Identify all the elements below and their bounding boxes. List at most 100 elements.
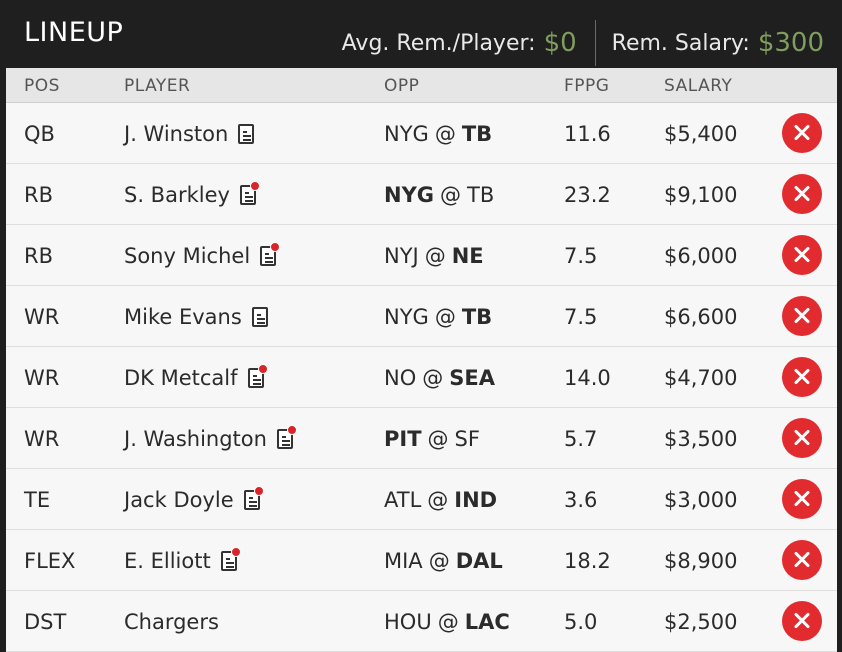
remaining-salary-value: $300 xyxy=(757,28,824,58)
player-name[interactable]: S. Barkley xyxy=(124,183,230,207)
table-row[interactable]: RB Sony Michel NYJ @ NE 7.5 $6,000 xyxy=(6,225,837,286)
player-position: TE xyxy=(24,488,51,512)
remove-player-icon[interactable] xyxy=(782,540,822,580)
home-team: DAL xyxy=(455,549,503,573)
home-team: NE xyxy=(451,244,484,268)
away-team: MIA xyxy=(384,549,423,573)
player-salary: $3,000 xyxy=(664,488,738,512)
away-team: PIT xyxy=(384,427,422,451)
opponent-matchup: NO @ SEA xyxy=(384,366,495,390)
player-cell: Jack Doyle xyxy=(124,486,264,512)
player-salary: $9,100 xyxy=(664,183,738,207)
away-team: NYG xyxy=(384,305,429,329)
table-row[interactable]: DST Chargers HOU @ LAC 5.0 $2,500 xyxy=(6,591,837,652)
at-symbol: @ xyxy=(434,305,456,329)
avg-remaining-value: $0 xyxy=(543,28,577,58)
player-name[interactable]: Jack Doyle xyxy=(124,488,234,512)
player-salary: $5,400 xyxy=(664,122,738,146)
player-name[interactable]: Sony Michel xyxy=(124,244,251,268)
remove-player-icon[interactable] xyxy=(782,174,822,214)
player-position: WR xyxy=(24,427,60,451)
player-name[interactable]: Chargers xyxy=(124,610,219,634)
table-row[interactable]: WR J. Washington PIT @ SF 5.7 $3,500 xyxy=(6,408,837,469)
col-header-opp[interactable]: OPP xyxy=(384,76,420,96)
remove-player-icon[interactable] xyxy=(782,113,822,153)
player-salary: $8,900 xyxy=(664,549,738,573)
col-header-pos[interactable]: POS xyxy=(24,76,60,96)
player-news-icon[interactable] xyxy=(243,486,264,510)
table-row[interactable]: FLEX E. Elliott MIA @ DAL 18.2 $8,900 xyxy=(6,530,837,591)
player-news-icon[interactable] xyxy=(251,307,268,327)
news-alert-dot-icon xyxy=(270,242,281,252)
player-salary: $2,500 xyxy=(664,610,738,634)
player-cell: S. Barkley xyxy=(124,181,260,207)
player-position: DST xyxy=(24,610,67,634)
opponent-matchup: PIT @ SF xyxy=(384,427,480,451)
home-team: TB xyxy=(467,183,495,207)
table-header: POS PLAYER OPP FPPG SALARY xyxy=(6,68,837,103)
player-cell: J. Washington xyxy=(124,425,297,451)
player-fppg: 7.5 xyxy=(564,305,598,329)
player-cell: Sony Michel xyxy=(124,242,281,268)
player-name[interactable]: J. Winston xyxy=(124,122,229,146)
player-news-icon[interactable] xyxy=(276,425,297,449)
table-row[interactable]: TE Jack Doyle ATL @ IND 3.6 $3,000 xyxy=(6,469,837,530)
remove-player-icon[interactable] xyxy=(782,418,822,458)
player-fppg: 18.2 xyxy=(564,549,611,573)
lineup-table: POS PLAYER OPP FPPG SALARY QB J. Winston N… xyxy=(6,68,837,652)
player-name[interactable]: J. Washington xyxy=(124,427,267,451)
player-salary: $4,700 xyxy=(664,366,738,390)
player-fppg: 11.6 xyxy=(564,122,611,146)
player-position: RB xyxy=(24,183,53,207)
player-fppg: 14.0 xyxy=(564,366,611,390)
player-name[interactable]: Mike Evans xyxy=(124,305,242,329)
player-name[interactable]: E. Elliott xyxy=(124,549,211,573)
player-fppg: 5.0 xyxy=(564,610,598,634)
at-symbol: @ xyxy=(440,183,462,207)
news-alert-dot-icon xyxy=(257,364,268,374)
player-news-icon[interactable] xyxy=(247,364,268,388)
table-row[interactable]: QB J. Winston NYG @ TB 11.6 $5,400 xyxy=(6,103,837,164)
player-news-icon[interactable] xyxy=(238,124,255,144)
player-name[interactable]: DK Metcalf xyxy=(124,366,238,390)
at-symbol: @ xyxy=(422,366,444,390)
away-team: ATL xyxy=(384,488,422,512)
remove-player-icon[interactable] xyxy=(782,357,822,397)
player-fppg: 3.6 xyxy=(564,488,598,512)
player-news-icon[interactable] xyxy=(220,547,241,571)
player-fppg: 5.7 xyxy=(564,427,598,451)
news-alert-dot-icon xyxy=(249,181,260,191)
away-team: NYG xyxy=(384,183,435,207)
home-team: SF xyxy=(454,427,480,451)
news-alert-dot-icon xyxy=(253,486,264,496)
table-row[interactable]: WR DK Metcalf NO @ SEA 14.0 $4,700 xyxy=(6,347,837,408)
col-header-fppg[interactable]: FPPG xyxy=(564,76,610,96)
remove-player-icon[interactable] xyxy=(782,601,822,641)
home-team: TB xyxy=(461,305,493,329)
player-news-icon[interactable] xyxy=(239,181,260,205)
opponent-matchup: NYJ @ NE xyxy=(384,244,484,268)
player-salary: $6,600 xyxy=(664,305,738,329)
player-cell: E. Elliott xyxy=(124,547,241,573)
opponent-matchup: NYG @ TB xyxy=(384,183,494,207)
remove-player-icon[interactable] xyxy=(782,479,822,519)
player-news-icon[interactable] xyxy=(260,242,281,266)
away-team: NYG xyxy=(384,122,429,146)
player-salary: $6,000 xyxy=(664,244,738,268)
col-header-player[interactable]: PLAYER xyxy=(124,76,191,96)
player-fppg: 23.2 xyxy=(564,183,611,207)
remove-player-icon[interactable] xyxy=(782,235,822,275)
player-position: RB xyxy=(24,244,53,268)
col-header-salary[interactable]: SALARY xyxy=(664,76,733,96)
remove-player-icon[interactable] xyxy=(782,296,822,336)
player-cell: J. Winston xyxy=(124,122,255,146)
player-position: FLEX xyxy=(24,549,76,573)
header-divider xyxy=(594,20,596,66)
table-body: QB J. Winston NYG @ TB 11.6 $5,400 RB S. Barkley… xyxy=(6,103,837,652)
avg-remaining-label: Avg. Rem./Player: xyxy=(341,30,536,56)
player-cell: Mike Evans xyxy=(124,305,268,329)
table-row[interactable]: RB S. Barkley NYG @ TB 23.2 $9,100 xyxy=(6,164,837,225)
table-row[interactable]: WR Mike Evans NYG @ TB 7.5 $6,600 xyxy=(6,286,837,347)
news-alert-dot-icon xyxy=(230,547,241,557)
